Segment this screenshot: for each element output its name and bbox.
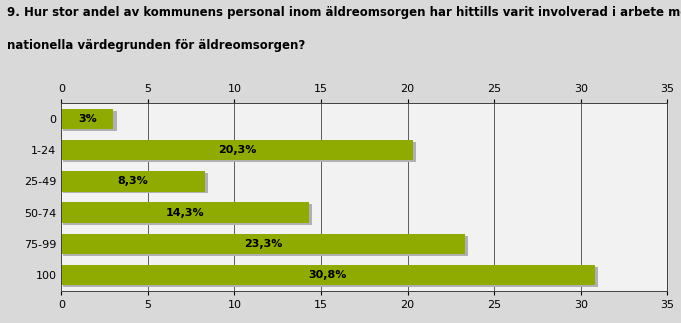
Bar (63, 267, 598, 287)
Text: 3%: 3% (78, 114, 97, 124)
Bar (61, 171, 205, 192)
Bar (61, 265, 595, 285)
Bar (63, 142, 416, 162)
Bar (63, 173, 208, 193)
Text: 23,3%: 23,3% (244, 239, 282, 249)
Text: 14,3%: 14,3% (165, 208, 204, 218)
Text: 8,3%: 8,3% (118, 176, 148, 186)
Text: 30,8%: 30,8% (308, 270, 347, 280)
Bar (63, 111, 116, 131)
Bar (63, 235, 469, 256)
Bar (63, 204, 313, 225)
Bar (61, 234, 464, 254)
Text: nationella värdegrunden för äldreomsorgen?: nationella värdegrunden för äldreomsorge… (7, 39, 305, 52)
Bar (61, 109, 113, 129)
Bar (61, 203, 309, 223)
Text: 9. Hur stor andel av kommunens personal inom äldreomsorgen har hittills varit in: 9. Hur stor andel av kommunens personal … (7, 6, 681, 19)
Text: 20,3%: 20,3% (218, 145, 256, 155)
Bar (61, 140, 413, 160)
